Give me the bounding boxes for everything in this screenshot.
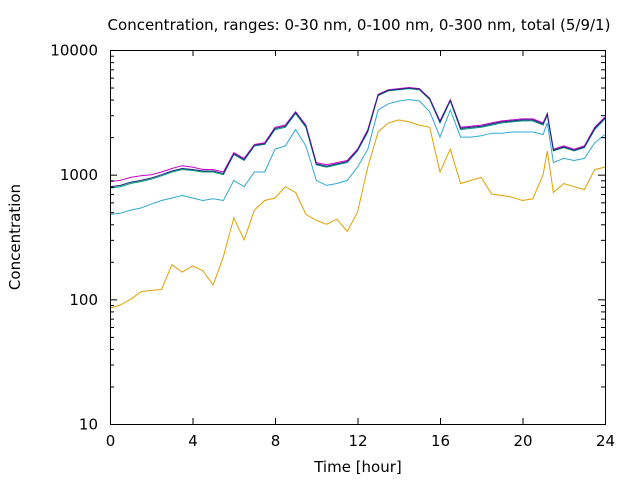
y-tick-label: 10000: [50, 42, 98, 60]
series-line-3: [109, 88, 606, 189]
y-axis: 10 100 1000 10000: [50, 42, 605, 434]
y-tick-label: 100: [69, 291, 98, 309]
x-tick-label: 0: [106, 432, 116, 450]
x-tick-label: 20: [513, 432, 532, 450]
x-axis: 0 4 8 12 16 20 24: [106, 50, 615, 450]
series-layer: [109, 86, 606, 309]
series-line-1: [109, 119, 606, 309]
x-tick-label: 16: [431, 432, 450, 450]
series-line-5: [109, 87, 606, 188]
y-axis-label: Concentration: [6, 184, 24, 290]
y-tick-label: 10: [79, 416, 98, 434]
x-axis-label: Time [hour]: [313, 458, 402, 476]
x-tick-label: 12: [348, 432, 367, 450]
series-line-4: [109, 86, 606, 183]
x-tick-label: 4: [188, 432, 198, 450]
plot-frame: [110, 50, 606, 425]
chart-title: Concentration, ranges: 0-30 nm, 0-100 nm…: [108, 16, 611, 34]
y-tick-label: 1000: [60, 166, 98, 184]
series-line-2: [109, 99, 606, 215]
x-tick-label: 24: [596, 432, 615, 450]
x-tick-label: 8: [271, 432, 281, 450]
